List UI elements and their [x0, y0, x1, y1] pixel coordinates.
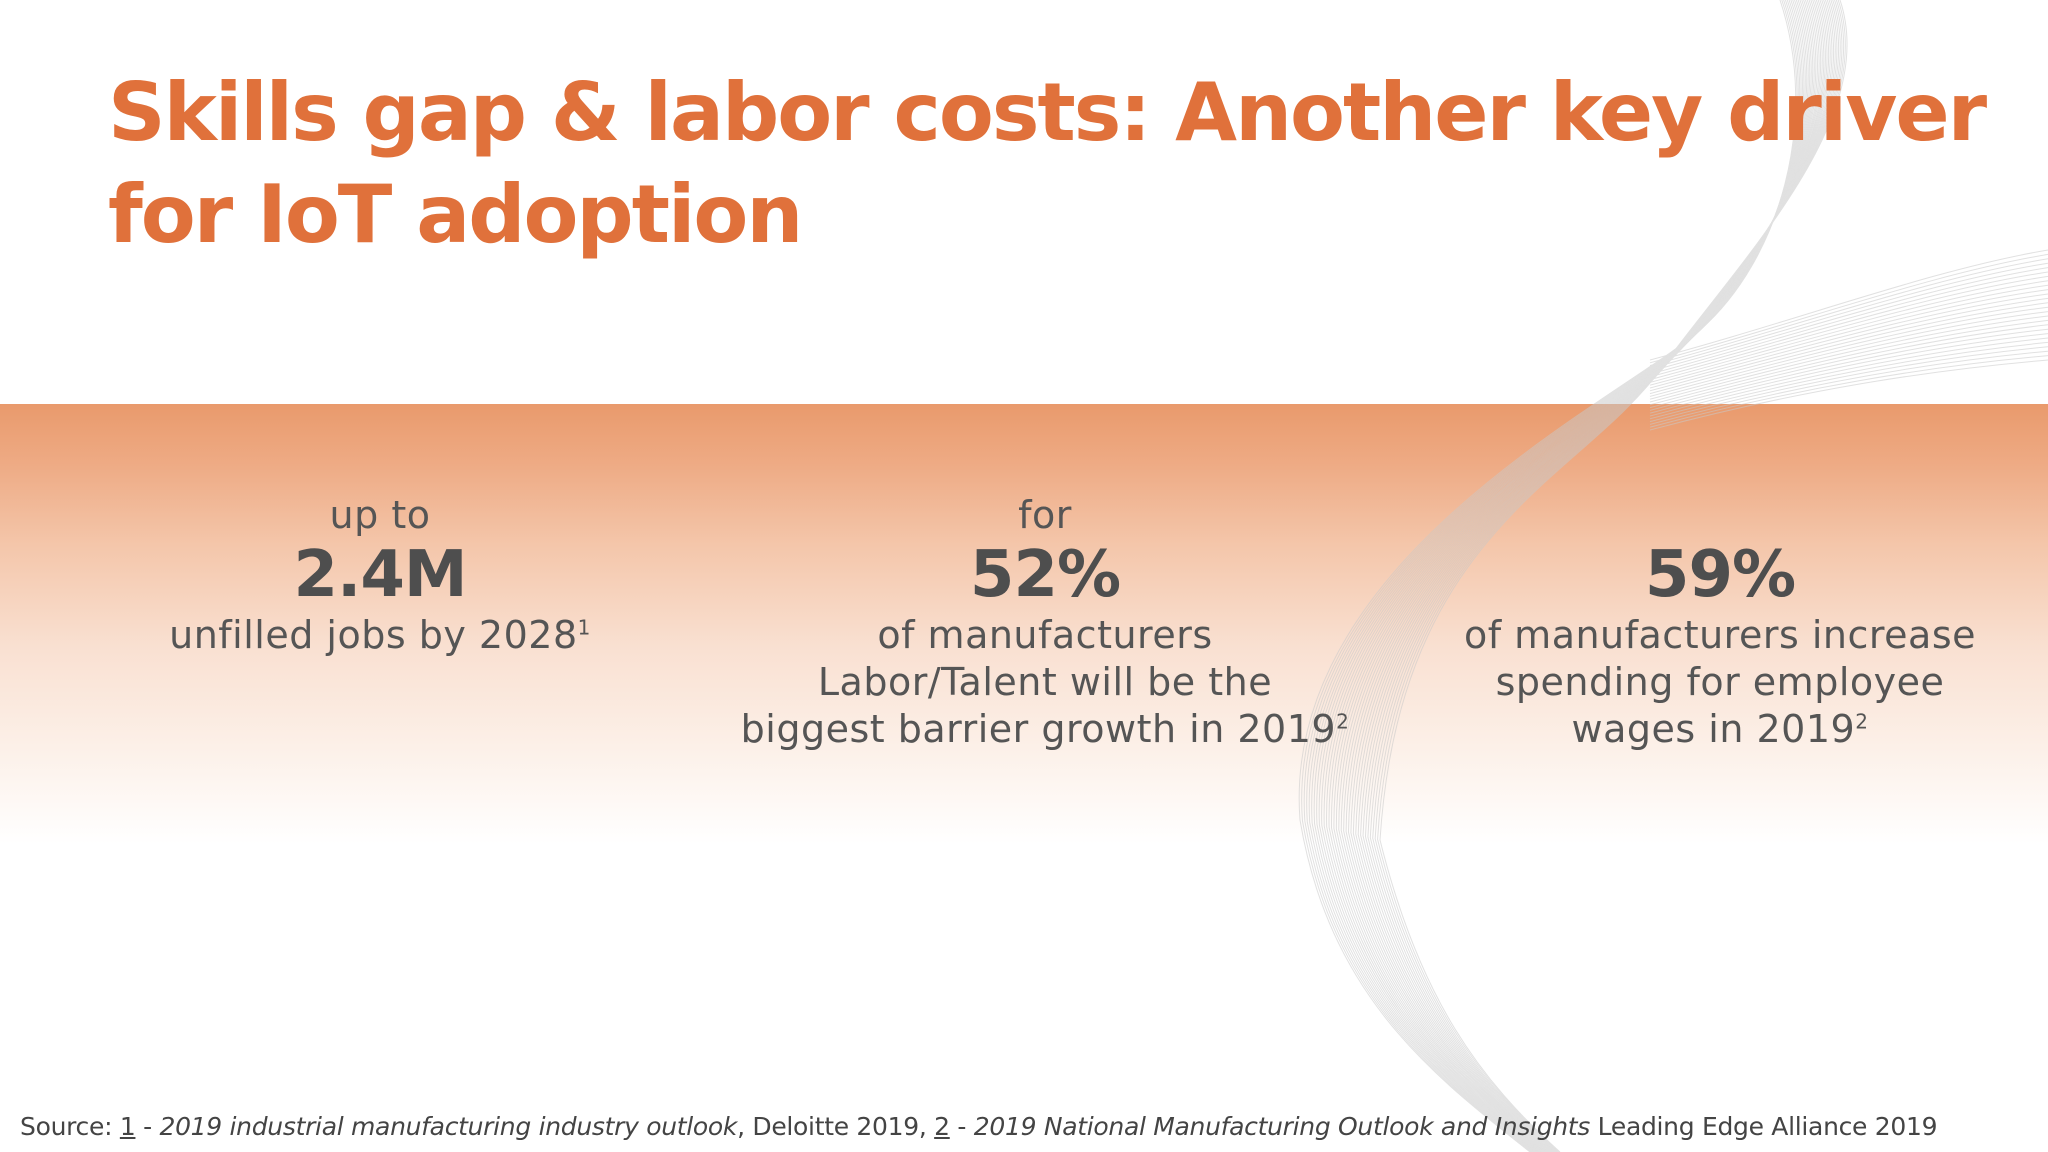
wave-line [1649, 289, 2048, 386]
source-footnote: Source: 1 - 2019 industrial manufacturin… [20, 1111, 2030, 1143]
stat-desc-line: biggest barrier growth in 2019 [740, 707, 1337, 751]
stat-prefix: for [1018, 493, 1072, 537]
wave-line [1649, 333, 2048, 414]
stat-value: 52% [969, 538, 1121, 612]
source-org-2: Leading Edge Alliance 2019 [1590, 1112, 1938, 1141]
wave-line [1649, 258, 2048, 367]
source-separator: - [135, 1112, 160, 1141]
source-org-1: , Deloitte 2019, [737, 1112, 935, 1141]
source-publication-1: 2019 industrial manufacturing industry o… [159, 1112, 738, 1141]
stat-labor-barrier: for 52% of manufacturers Labor/Talent wi… [725, 492, 1365, 753]
stat-desc-line: spending for employee [1495, 660, 1945, 704]
stat-value: 59% [1644, 538, 1796, 612]
wave-line [1649, 253, 2048, 364]
stat-desc-line: Labor/Talent will be the [817, 660, 1273, 704]
wave-line [1649, 275, 2048, 378]
footnote-marker: 2 [1336, 709, 1350, 734]
stat-description: unfilled jobs by 20281 [130, 612, 630, 659]
wave-line [1649, 267, 2048, 372]
source-separator: - [949, 1112, 974, 1141]
wave-line [1649, 324, 2048, 409]
stat-desc-line: of manufacturers increase [1463, 613, 1977, 657]
source-publication-2: 2019 National Manufacturing Outlook and … [973, 1112, 1591, 1141]
stat-value: 2.4M [293, 538, 467, 612]
wave-line [1649, 306, 2048, 397]
wave-line [1649, 262, 2048, 369]
wave-line [1649, 302, 2048, 395]
source-ref-2: 2 [934, 1112, 950, 1141]
stat-desc-line: unfilled jobs by 2028 [169, 613, 578, 657]
footnote-marker: 1 [577, 615, 591, 640]
stat-prefix: up to [329, 493, 431, 537]
stat-description: of manufacturers increase spending for e… [1420, 612, 2020, 753]
source-ref-1: 1 [119, 1112, 136, 1141]
wave-line [1649, 249, 2048, 361]
source-label: Source: [20, 1112, 120, 1141]
stat-desc-line: of manufacturers [877, 613, 1213, 657]
wave-line [1649, 328, 2048, 411]
wave-line [1649, 271, 2048, 375]
stat-desc-line: wages in 2019 [1571, 707, 1856, 751]
stat-description: of manufacturers Labor/Talent will be th… [725, 612, 1365, 753]
wave-line [1649, 315, 2048, 403]
wave-line [1649, 284, 2048, 383]
stat-wage-spending: 59% of manufacturers increase spending f… [1420, 492, 2020, 753]
wave-line [1649, 319, 2048, 406]
wave-line [1649, 297, 2048, 392]
wave-line [1649, 293, 2048, 389]
wave-line [1649, 280, 2048, 381]
wave-line [1649, 311, 2048, 400]
stat-prefix [1420, 492, 2020, 538]
page-title: Skills gap & labor costs: Another key dr… [108, 66, 1987, 261]
footnote-marker: 2 [1855, 709, 1869, 734]
stat-unfilled-jobs: up to 2.4M unfilled jobs by 20281 [130, 492, 630, 659]
